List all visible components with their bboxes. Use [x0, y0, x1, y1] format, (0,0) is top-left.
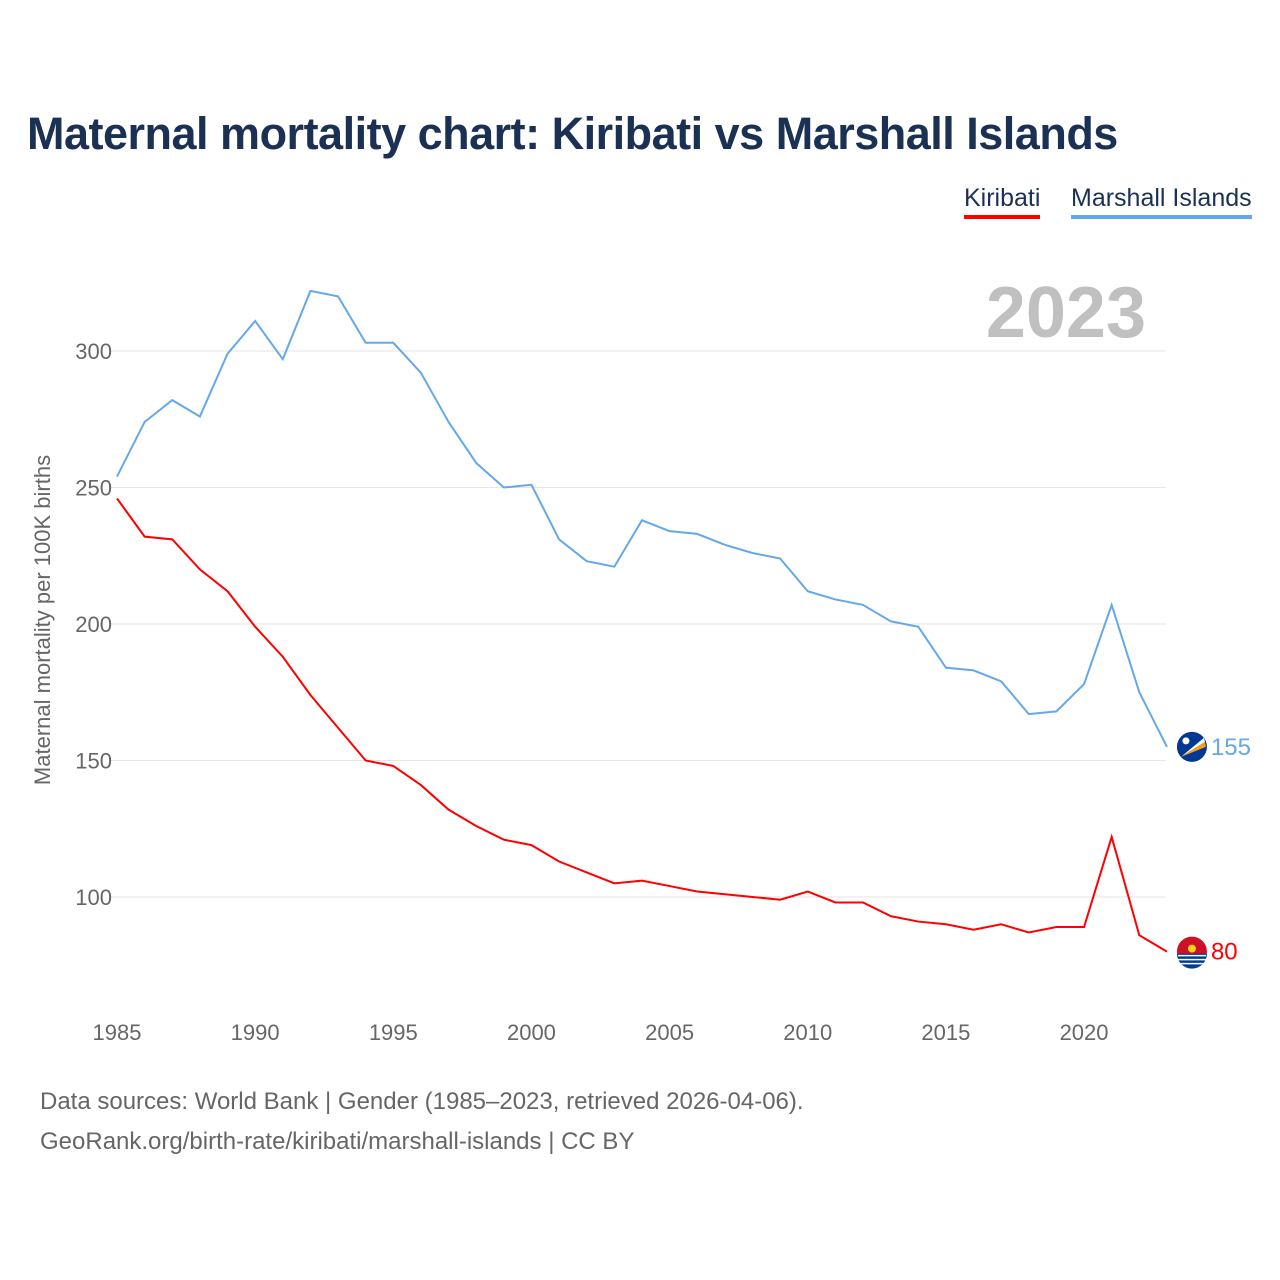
footer-link[interactable]: GeoRank.org/birth-rate/kiribati/marshall… [40, 1128, 635, 1155]
x-tick-label: 2000 [507, 1020, 556, 1045]
x-tick-label: 1990 [231, 1020, 280, 1045]
y-tick-label: 250 [75, 476, 112, 501]
kiribati-flag-icon [1176, 936, 1207, 969]
y-tick-label: 100 [75, 885, 112, 910]
x-tick-label: 2020 [1060, 1020, 1109, 1045]
marshall-islands-flag-icon [1176, 731, 1207, 762]
x-tick-label: 2010 [783, 1020, 832, 1045]
y-tick-label: 300 [75, 339, 112, 364]
x-tick-label: 2005 [645, 1020, 694, 1045]
x-tick-label: 1985 [93, 1020, 142, 1045]
end-value-label: 155 [1211, 734, 1251, 761]
legend-kiribati[interactable]: Kiribati [964, 184, 1041, 219]
chart-title: Maternal mortality chart: Kiribati vs Ma… [27, 108, 1118, 159]
legend-marshall-islands[interactable]: Marshall Islands [1071, 184, 1252, 219]
y-tick-label: 150 [75, 749, 112, 774]
x-tick-label: 2015 [921, 1020, 970, 1045]
year-label: 2023 [985, 273, 1146, 353]
y-axis-label: Maternal mortality per 100K births [30, 455, 55, 785]
series-line-kiribati [116, 497, 1168, 953]
end-value-label: 80 [1211, 939, 1238, 966]
y-tick-label: 200 [75, 612, 112, 637]
x-tick-label: 1995 [369, 1020, 418, 1045]
footer-sources: Data sources: World Bank | Gender (1985–… [40, 1088, 804, 1115]
series-line-marshall-islands [116, 289, 1168, 748]
